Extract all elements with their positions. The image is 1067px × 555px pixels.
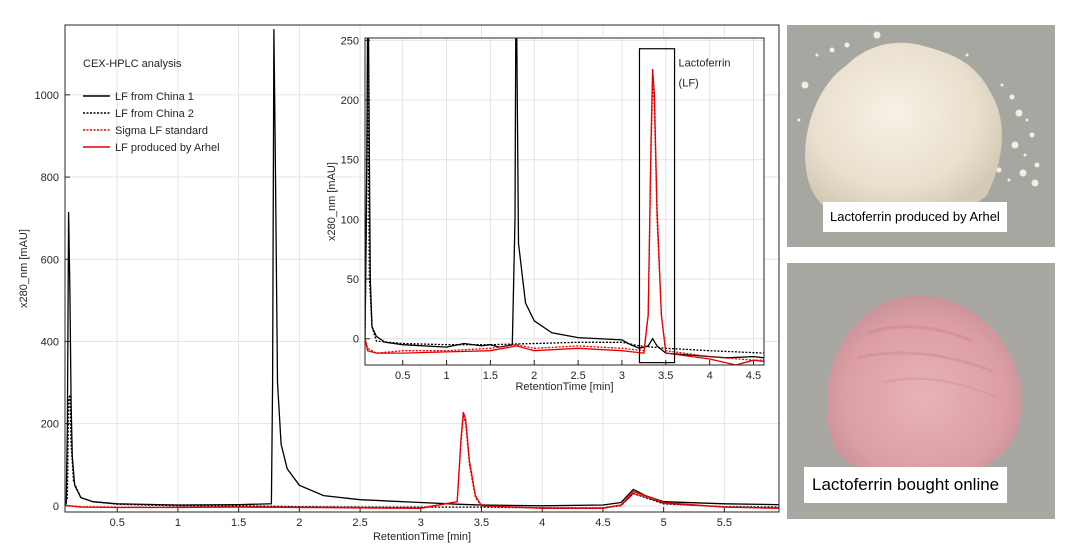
inset-xtick-label: 3.5 — [658, 370, 673, 382]
main-y-axis-label: x280_nm [mAU] — [18, 229, 30, 308]
inset-xtick-label: 2.5 — [570, 370, 585, 382]
powder-granule — [815, 53, 819, 57]
main-ytick-label: 400 — [41, 336, 59, 348]
inset-xtick-label: 4.5 — [746, 370, 761, 382]
inset-xtick-label: 1.5 — [483, 370, 498, 382]
main-ytick-label: 0 — [53, 501, 59, 513]
inset-ytick-label: 100 — [341, 214, 359, 226]
main-xtick-label: 4 — [539, 517, 545, 529]
main-xtick-label: 4.5 — [595, 517, 610, 529]
powder-granule — [1000, 83, 1004, 87]
inset-xtick-label: 1 — [443, 370, 449, 382]
powder-granule — [965, 53, 969, 57]
chromatogram-chart: 0.5 1 1.5 2 2.5 3 3.5 4 4.5 5 5.502004006008001000… — [18, 24, 780, 543]
powder-granule — [1023, 153, 1027, 157]
inset-xtick-label: 0.5 — [395, 370, 410, 382]
powder-granule — [1009, 94, 1015, 100]
main-x-axis-label: RetentionTime [min] — [373, 531, 471, 543]
main-xtick-label: 5 — [661, 517, 667, 529]
powder-granule — [1029, 132, 1035, 138]
inset-xtick-label: 2 — [531, 370, 537, 382]
pink-powder-caption: Lactoferrin bought online — [804, 467, 1008, 503]
powder-granule — [1025, 118, 1029, 122]
main-xtick-label: 2 — [296, 517, 302, 529]
powder-granule — [844, 42, 850, 48]
main-xtick-label: 2.5 — [352, 517, 367, 529]
main-ytick-label: 1000 — [35, 90, 59, 102]
inset-plot-frame — [364, 37, 765, 366]
legend-label-3: Sigma LF standard — [115, 125, 208, 137]
inset-chart: 0.5 1 1.5 2 2.5 3 3.5 4 4.5 0 50 100 150 200 250 Retent… — [326, 35, 765, 393]
inset-ytick-label: 50 — [347, 274, 359, 286]
powder-granule — [1015, 109, 1023, 117]
powder-granule — [801, 81, 809, 89]
main-ytick-label: 800 — [41, 172, 59, 184]
powder-granule — [797, 118, 801, 122]
powder-granule — [1019, 169, 1027, 177]
main-series-line-4 — [65, 411, 779, 509]
main-chart-title: CEX-HPLC analysis — [83, 58, 182, 70]
legend-label-1: LF from China 1 — [115, 91, 194, 103]
inset-lactoferrin-box — [638, 48, 676, 364]
powder-granule — [1034, 162, 1040, 168]
chromatogram-figure: 0.5 1 1.5 2 2.5 3 3.5 4 4.5 5 5.5 0 200 400 600 800 1000… — [18, 24, 780, 543]
white-powder-caption: Lactoferrin produced by Arhel — [823, 202, 1007, 232]
inset-series-line-2 — [365, 40, 764, 354]
main-series-line-1 — [65, 29, 779, 507]
main-xtick-label: 3.5 — [474, 517, 489, 529]
inset-ytick-label: 150 — [341, 155, 359, 167]
inset-plot-area — [365, 38, 764, 365]
pink-powder-photo: Lactoferrin bought online — [787, 263, 1055, 519]
inset-xtick-label: 4 — [707, 370, 713, 382]
inset-x-axis-label: RetentionTime [min] — [515, 381, 613, 393]
main-ytick-label: 600 — [41, 254, 59, 266]
inset-xtick-label: 3 — [619, 370, 625, 382]
inset-ytick-label: 200 — [341, 95, 359, 107]
inset-lactoferrin-label: Lactoferrin — [679, 58, 731, 70]
main-plot-frame — [64, 24, 780, 513]
inset-lactoferrin-label-abbrev: (LF) — [679, 78, 699, 90]
powder-granule — [1011, 141, 1019, 149]
main-ytick-label: 200 — [41, 419, 59, 431]
inset-ytick-label: 250 — [341, 35, 359, 47]
powder-granule — [996, 167, 1002, 173]
powder-granule — [1007, 178, 1011, 182]
inset-y-axis-label: x280_nm [mAU] — [326, 162, 338, 241]
main-xtick-label: 1 — [175, 517, 181, 529]
legend-label-2: LF from China 2 — [115, 108, 194, 120]
main-series-line-2 — [65, 394, 779, 509]
inset-ytick-label: 0 — [353, 334, 359, 346]
main-xtick-label: 3 — [418, 517, 424, 529]
white-powder-photo: Lactoferrin produced by Arhel — [787, 25, 1055, 247]
legend-label-4: LF produced by Arhel — [115, 142, 220, 154]
powder-granule — [1031, 179, 1039, 187]
powder-granule — [873, 31, 881, 39]
main-xtick-label: 1.5 — [231, 517, 246, 529]
inset-series-line-4 — [365, 68, 764, 365]
main-xtick-label: 5.5 — [717, 517, 732, 529]
powder-granule — [829, 47, 835, 53]
main-xtick-label: 0.5 — [110, 517, 125, 529]
